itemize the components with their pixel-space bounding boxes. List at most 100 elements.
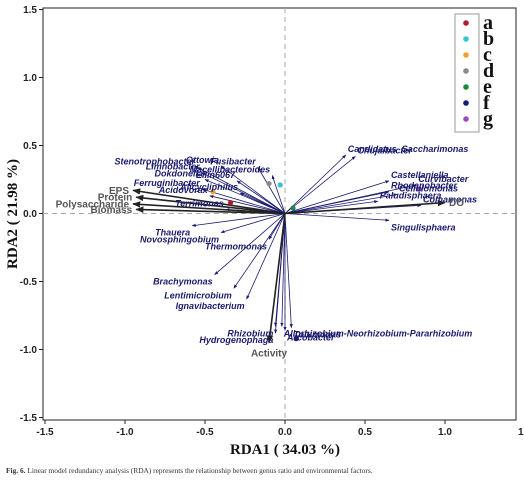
- y-tick-label: 1.5: [23, 5, 37, 16]
- genus-arrow-chujaibacter: [284, 156, 356, 214]
- genus-arrow-candidatus-saccharimonas: [284, 154, 347, 214]
- genus-arrow-ottowia: [220, 165, 286, 214]
- y-tick-label: -1.0: [20, 345, 38, 356]
- genus-arrow-alicycliphilus: [239, 192, 286, 214]
- env-label-activity: Activity: [251, 349, 288, 360]
- env-arrow-protein: [135, 194, 286, 215]
- genus-label-curvibacter: Curvibacter: [418, 174, 469, 184]
- sample-point-f: [293, 336, 299, 342]
- genus-label-brachymonas: Brachymonas: [153, 277, 213, 287]
- genus-arrow-acidovorax: [209, 195, 286, 214]
- y-axis-ticks: 1.5 1.0 0.5 0.0 -0.5 -1.0 -1.5: [20, 5, 43, 424]
- genus-label-singulisphaera: Singulisphaera: [391, 222, 456, 232]
- sample-point-c: [210, 189, 216, 195]
- genus-label-chujaibacter: Chujaibacter: [357, 145, 412, 155]
- env-arrow-do: [284, 199, 446, 215]
- genus-arrow-cellulomonas: [284, 193, 398, 214]
- x-tick-label: 1.5: [518, 427, 524, 438]
- genus-arrow-allorhizobium-neorhizobium-pararhizobium: [280, 213, 286, 327]
- env-label-protein: Protein: [98, 193, 132, 204]
- genus-arrow-lentimicrobium: [233, 213, 286, 289]
- genus-arrow-ferruginibacter: [201, 188, 286, 214]
- x-axis-label: RDA1 ( 34.03 %): [230, 442, 340, 458]
- env-arrow-polysaccharide: [132, 201, 286, 215]
- genus-arrow-tolumonas: [284, 213, 293, 329]
- genus-label-paludisphaera: Paludisphaera: [380, 190, 442, 200]
- env-label-biomass: Biomass: [91, 205, 133, 216]
- y-tick-label: 0.5: [23, 141, 37, 152]
- figure-caption: Fig. 6. Linear model redundancy analysis…: [6, 466, 520, 475]
- x-axis-ticks: -1.5 -1.0 -0.5 0.0 0.5 1.0 1.5: [36, 420, 524, 438]
- y-axis-label: RDA2 ( 21.98 %): [5, 159, 21, 269]
- env-label-do: DO: [449, 198, 464, 209]
- genus-label-macellibacteroides: Macellibacteroides: [190, 164, 271, 174]
- genus-label-hydrogenophaga: Hydrogenophaga: [199, 335, 273, 345]
- genus-label-cellulomonas: Cellulomonas: [399, 183, 458, 193]
- genus-label-alicycliphilus: Alicycliphilus: [179, 182, 238, 192]
- sample-point-d: [266, 180, 272, 187]
- legend-marker-b: [463, 36, 469, 42]
- genus-arrow-ignavibacterium: [246, 213, 286, 300]
- genus-label-ottowia: Ottowia: [186, 155, 219, 165]
- env-label-eps: EPS: [109, 186, 129, 197]
- genus-arrow-fusibacter: [257, 166, 286, 214]
- genus-label-fusibacter: Fusibacter: [210, 156, 256, 166]
- genus-arrow-novosphingobium: [220, 213, 286, 234]
- genus-label-candidatus-saccharimonas: Candidatus_Saccharimonas: [348, 144, 469, 154]
- genus-label-limnobacter: Limnobacter: [146, 162, 201, 172]
- sample-point-g: [416, 186, 422, 192]
- sample-point-e: [290, 205, 296, 211]
- genus-arrow-thauera: [191, 213, 286, 227]
- legend-label-c: c: [483, 44, 492, 66]
- genus-label-thermomonas: Thermomonas: [205, 241, 267, 251]
- legend-marker-e: [463, 84, 469, 90]
- genus-label-tolumonas: Tolumonas: [293, 330, 341, 340]
- genus-arrow-hydrogenophaga: [274, 213, 286, 334]
- genus-arrow-rhodanobacter: [284, 190, 390, 214]
- genus-arrow-brachymonas: [214, 213, 286, 276]
- genus-arrow-stenotrophobacter: [196, 166, 286, 214]
- x-tick-label: -1.0: [116, 427, 134, 438]
- genus-arrow-ellin6067: [236, 180, 286, 214]
- legend-marker-f: [463, 100, 469, 106]
- genus-label-acidovorax: Acidovorax: [158, 185, 209, 195]
- genus-label-thauera: Thauera: [155, 228, 190, 238]
- x-tick-label: -0.5: [196, 427, 214, 438]
- genus-arrow-paludisphaera: [284, 200, 379, 214]
- sample-point-b: [277, 182, 283, 188]
- genus-label-terrimonas: Terrimonas: [175, 198, 224, 208]
- env-label-polysaccharide: Polysaccharide: [56, 199, 130, 210]
- genus-arrows: [191, 154, 422, 334]
- legend-marker-g: [463, 116, 469, 122]
- legend-label-f: f: [483, 92, 490, 114]
- genus-arrow-singulisphaera: [284, 213, 390, 222]
- y-tick-label: -1.5: [20, 413, 38, 424]
- legend-label-d: d: [483, 60, 494, 82]
- genus-label-arcobacter: Arcobacter: [286, 332, 335, 342]
- rda-biplot: -1.5 -1.0 -0.5 0.0 0.5 1.0 1.5 1.5 1.0 0.5 0.0 -0.…: [5, 5, 524, 458]
- x-tick-label: 0.0: [278, 427, 292, 438]
- x-tick-label: 0.5: [358, 427, 372, 438]
- genus-label-castellaniella: Castellaniella: [391, 170, 449, 180]
- env-arrow-biomass: [135, 206, 286, 215]
- genus-label-stenotrophobacter: Stenotrophobacter: [114, 156, 195, 166]
- genus-label-dokdonella: Dokdonella: [154, 169, 203, 179]
- genus-label-ellin6067: Ellin6067: [196, 170, 236, 180]
- sample-point-a: [228, 200, 234, 206]
- genus-label-ferruginibacter: Ferruginibacter: [134, 178, 201, 188]
- env-arrow-activity: [266, 213, 286, 344]
- legend-marker-d: [463, 68, 469, 74]
- genus-arrow-castellaniella: [284, 180, 390, 214]
- genus-label-allorhizobium-neorhizobium-pararhizobium: Allorhizobium-Neorhizobium-Pararhizobium: [283, 328, 473, 338]
- genus-label-ignavibacterium: Ignavibacterium: [176, 301, 245, 311]
- legend-label-a: a: [483, 12, 493, 34]
- legend-label-g: g: [483, 108, 493, 130]
- legend-marker-c: [463, 52, 469, 58]
- environmental-factor-arrows: [132, 188, 446, 344]
- y-tick-label: -0.5: [20, 277, 38, 288]
- legend-marker-a: [463, 20, 469, 26]
- y-tick-label: 1.0: [23, 73, 37, 84]
